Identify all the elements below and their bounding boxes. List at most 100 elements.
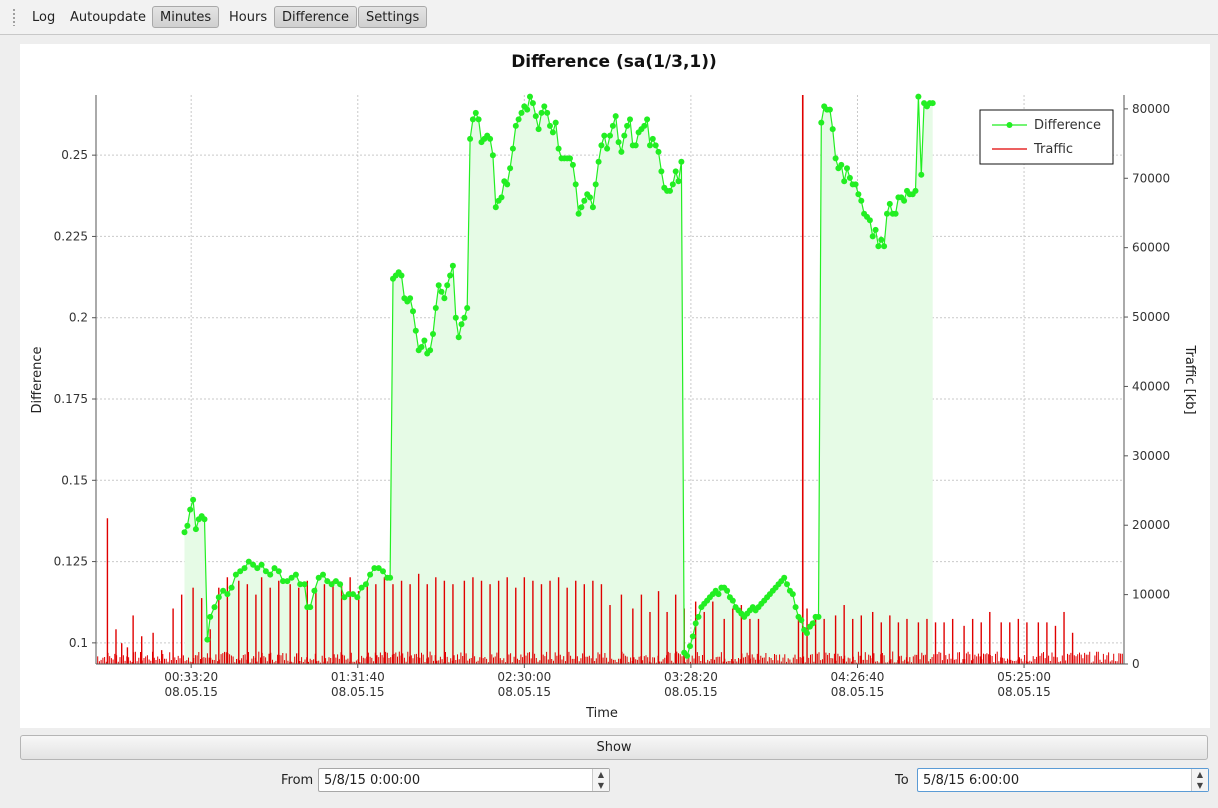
to-increment-icon[interactable]: ▲ <box>1196 770 1204 779</box>
x-tick-time-label: 01:31:40 <box>331 670 385 684</box>
difference-point <box>598 142 605 149</box>
difference-point <box>684 652 691 659</box>
difference-point <box>341 594 348 601</box>
show-button[interactable]: Show <box>20 735 1208 760</box>
autoupdate-button[interactable]: Autoupdate <box>70 10 146 25</box>
difference-point <box>421 337 428 344</box>
difference-point <box>427 347 434 354</box>
difference-point <box>228 584 235 591</box>
difference-point <box>507 165 514 172</box>
difference-point <box>358 584 365 591</box>
difference-point <box>649 135 656 142</box>
difference-point <box>447 272 454 279</box>
difference-point <box>492 204 499 211</box>
difference-point <box>292 571 299 578</box>
x-tick-time-label: 00:33:20 <box>164 670 218 684</box>
difference-point <box>311 587 318 594</box>
difference-point <box>804 630 810 637</box>
difference-point <box>204 636 211 643</box>
difference-point <box>641 122 648 129</box>
difference-point <box>441 295 448 302</box>
x-tick-date-label: 08.05.15 <box>997 685 1050 699</box>
difference-point <box>715 591 722 598</box>
difference-point <box>555 145 562 152</box>
difference-point <box>818 119 825 126</box>
difference-point <box>354 594 361 601</box>
chart-title: Difference (sa(1/3,1)) <box>511 52 717 72</box>
difference-point <box>455 334 462 341</box>
settings-button[interactable]: Settings <box>358 6 428 28</box>
difference-point <box>509 145 516 152</box>
toolbar-grip[interactable] <box>12 8 16 26</box>
difference-point <box>324 578 331 585</box>
difference-point <box>250 561 257 568</box>
x-tick-date-label: 08.05.15 <box>664 685 717 699</box>
difference-point <box>237 568 244 575</box>
difference-point <box>815 613 822 620</box>
difference-point <box>612 113 619 120</box>
difference-point <box>601 132 608 139</box>
to-datetime-input[interactable] <box>918 769 1198 791</box>
minutes-button[interactable]: Minutes <box>152 6 220 28</box>
to-decrement-icon[interactable]: ▼ <box>1196 781 1204 790</box>
difference-point <box>826 106 833 113</box>
to-label: To <box>895 773 909 788</box>
difference-point <box>337 581 344 588</box>
hours-button[interactable]: Hours <box>229 10 268 25</box>
difference-point <box>798 617 805 624</box>
from-datetime-spinner[interactable]: ▲ ▼ <box>318 768 610 792</box>
difference-point <box>792 604 799 611</box>
difference-point <box>512 122 519 129</box>
difference-point <box>410 308 416 315</box>
x-tick-date-label: 08.05.15 <box>498 685 551 699</box>
from-datetime-input[interactable] <box>319 769 599 791</box>
difference-point <box>912 187 919 194</box>
difference-point <box>915 93 922 100</box>
difference-point <box>418 344 425 350</box>
difference-point <box>375 565 382 572</box>
difference-point <box>855 191 862 198</box>
right-y-tick-label: 0 <box>1132 657 1140 671</box>
difference-point <box>829 126 836 133</box>
from-increment-icon[interactable]: ▲ <box>597 770 605 779</box>
difference-point <box>918 171 925 178</box>
difference-point <box>667 187 673 194</box>
left-y-tick-label: 0.15 <box>61 473 88 487</box>
right-y-tick-label: 30000 <box>1132 449 1170 463</box>
x-tick-time-label: 05:25:00 <box>997 670 1051 684</box>
difference-point <box>901 197 908 204</box>
difference-point <box>380 568 386 575</box>
from-decrement-icon[interactable]: ▼ <box>597 781 605 790</box>
difference-point <box>678 158 685 165</box>
right-y-tick-label: 10000 <box>1132 588 1170 602</box>
difference-point <box>652 142 659 149</box>
difference-point <box>458 321 465 328</box>
right-y-tick-label: 80000 <box>1132 102 1170 116</box>
difference-point <box>211 604 218 611</box>
to-datetime-spinner[interactable]: ▲ ▼ <box>917 768 1209 792</box>
difference-point <box>886 200 893 207</box>
difference-point <box>644 116 651 123</box>
difference-point <box>367 571 374 578</box>
difference-point <box>624 122 631 129</box>
difference-point <box>618 148 625 155</box>
difference-point <box>387 574 394 581</box>
difference-point <box>297 581 304 588</box>
difference-point <box>841 178 848 185</box>
difference-point <box>487 135 494 142</box>
difference-point <box>430 331 436 337</box>
difference-point <box>929 100 936 107</box>
difference-point <box>552 119 559 126</box>
difference-point <box>220 587 227 594</box>
difference-point <box>892 210 899 217</box>
difference-button[interactable]: Difference <box>274 6 358 28</box>
difference-point <box>575 210 582 217</box>
x-tick-time-label: 04:26:40 <box>831 670 885 684</box>
x-tick-date-label: 08.05.15 <box>331 685 384 699</box>
difference-point <box>658 168 665 175</box>
difference-point <box>595 158 602 165</box>
legend-difference-label: Difference <box>1034 118 1101 133</box>
axes <box>92 95 1128 668</box>
log-button[interactable]: Log <box>32 10 56 25</box>
difference-point <box>515 116 522 123</box>
